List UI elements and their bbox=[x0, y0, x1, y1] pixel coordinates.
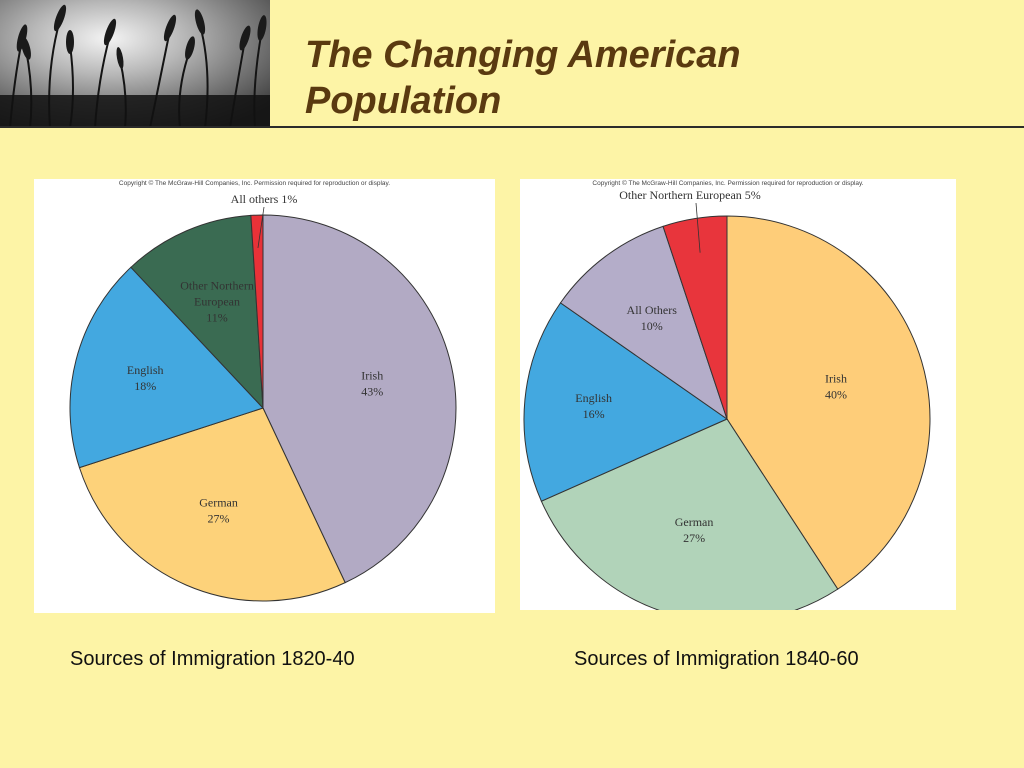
slide-title: The Changing American Population bbox=[305, 32, 1005, 124]
caption-1840-60: Sources of Immigration 1840-60 bbox=[574, 648, 859, 670]
pie-chart-1840-60-svg: Copyright © The McGraw-Hill Companies, I… bbox=[523, 179, 931, 610]
slice-label-other-northern-european: Other Northern European 11% bbox=[180, 279, 254, 325]
pie-slice-other-northern-european bbox=[130, 214, 264, 410]
pie-slice-english bbox=[69, 266, 264, 469]
slice-label-german: German 27% bbox=[199, 496, 238, 526]
pie-slice-german bbox=[78, 407, 346, 602]
pie-slice-all-others bbox=[559, 225, 728, 421]
title-line-1: The Changing American bbox=[305, 34, 741, 76]
slice-label-english: English 18% bbox=[127, 363, 164, 393]
slice-label-all-others: All Others 10% bbox=[627, 303, 678, 333]
leader-line-all-others bbox=[257, 206, 265, 248]
copyright-notice: Copyright © The McGraw-Hill Companies, I… bbox=[119, 179, 390, 187]
slice-label-english: English 16% bbox=[575, 391, 612, 421]
slice-label-other-northern-european: Other Northern European 5% bbox=[619, 188, 761, 202]
title-line-2: Population bbox=[305, 80, 502, 122]
pie-chart-1820-40-svg: Copyright © The McGraw-Hill Companies, I… bbox=[69, 179, 457, 602]
header-divider bbox=[0, 126, 270, 128]
pie-slice-irish bbox=[726, 215, 931, 590]
copyright-notice: Copyright © The McGraw-Hill Companies, I… bbox=[592, 179, 863, 187]
slice-label-all-others: All others 1% bbox=[231, 192, 298, 206]
slice-label-irish: Irish 40% bbox=[825, 372, 847, 402]
caption-1820-40: Sources of Immigration 1820-40 bbox=[70, 648, 355, 670]
pie-chart-1820-40: Copyright © The McGraw-Hill Companies, I… bbox=[34, 179, 495, 613]
title-divider bbox=[270, 126, 1024, 128]
slice-label-irish: Irish 43% bbox=[361, 369, 383, 399]
leader-line-other-northern-european bbox=[695, 202, 701, 253]
slice-label-german: German 27% bbox=[675, 515, 714, 545]
pie-slice-other-northern-european bbox=[662, 215, 728, 420]
pie-slice-german bbox=[540, 418, 839, 610]
pie-chart-1840-60: Copyright © The McGraw-Hill Companies, I… bbox=[520, 179, 956, 610]
pie-slice-english bbox=[523, 302, 729, 502]
pie-slice-irish bbox=[262, 214, 457, 584]
wheat-field-photo bbox=[0, 0, 270, 128]
